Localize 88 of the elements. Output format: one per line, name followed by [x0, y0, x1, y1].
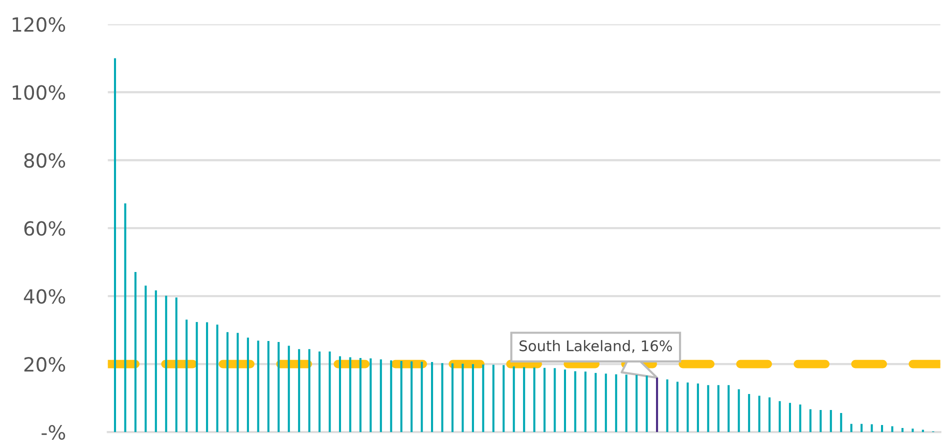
- bar: [901, 428, 904, 432]
- bar: [717, 385, 720, 432]
- y-tick-label: 120%: [12, 17, 66, 32]
- bar: [799, 404, 802, 432]
- bar: [400, 361, 402, 432]
- bar: [881, 424, 884, 432]
- bar: [175, 297, 178, 432]
- y-tick-label: 20%: [24, 357, 66, 372]
- annotation: South Lakeland, 16%: [520, 340, 672, 353]
- bar: [788, 402, 792, 432]
- bar: [338, 356, 342, 432]
- bar: [165, 296, 168, 432]
- bar: [451, 363, 454, 432]
- bar: [922, 430, 924, 432]
- bar: [666, 379, 668, 432]
- bar: [257, 340, 260, 432]
- bar: [349, 357, 352, 432]
- bar: [390, 360, 392, 432]
- bar: [502, 365, 505, 432]
- bar: [656, 378, 658, 432]
- bar: [328, 352, 331, 432]
- bar: [482, 364, 484, 432]
- y-tick-label: 100%: [12, 85, 66, 100]
- bar: [462, 364, 464, 432]
- bar: [298, 349, 300, 432]
- bar: [891, 426, 894, 432]
- bar: [696, 383, 699, 432]
- bar: [206, 322, 208, 432]
- bar: [533, 368, 536, 432]
- bar: [686, 382, 689, 432]
- bar: [564, 370, 566, 432]
- bar: [512, 366, 515, 432]
- bar: [420, 362, 423, 432]
- bar: [809, 409, 812, 432]
- bar: [441, 363, 444, 432]
- bar: [431, 362, 434, 432]
- bar: [830, 410, 832, 432]
- bar: [154, 290, 157, 432]
- bar: [144, 286, 147, 432]
- y-tick-label: 80%: [24, 153, 66, 168]
- bar: [870, 424, 873, 432]
- bar: [472, 364, 474, 432]
- bar: [748, 394, 750, 432]
- y-tick-label: -%: [42, 425, 66, 440]
- bar: [860, 424, 863, 432]
- bar: [738, 389, 740, 432]
- bar: [544, 368, 546, 432]
- bar: [134, 272, 136, 432]
- bar: [226, 332, 229, 432]
- bar: [124, 203, 126, 432]
- bar: [625, 374, 628, 432]
- bar: [380, 359, 382, 432]
- bar: [840, 413, 842, 432]
- bar: [912, 428, 914, 432]
- bar: [288, 346, 290, 432]
- bar: [728, 385, 730, 432]
- bar: [574, 371, 576, 432]
- bar: [359, 358, 362, 432]
- bar: [604, 374, 607, 432]
- bar: [850, 424, 852, 432]
- bar: [492, 364, 494, 432]
- bar: [267, 340, 270, 432]
- bar: [778, 401, 781, 432]
- bar: [114, 58, 116, 432]
- bar: [236, 332, 239, 432]
- bar: [278, 342, 280, 432]
- y-tick-label: 40%: [24, 289, 66, 304]
- bar: [768, 397, 771, 432]
- bar: [594, 372, 597, 432]
- bar: [707, 385, 710, 432]
- y-tick-label: 60%: [24, 221, 66, 236]
- bar: [758, 396, 760, 432]
- bar: [676, 382, 679, 432]
- bar: [646, 376, 648, 432]
- bar: [615, 374, 618, 432]
- bar: [308, 349, 310, 432]
- bar: [554, 368, 556, 432]
- bar: [186, 320, 188, 432]
- bar: [370, 358, 372, 432]
- bar: [820, 410, 822, 432]
- bar: [523, 367, 526, 432]
- bar: [636, 374, 638, 432]
- bar: [584, 372, 586, 432]
- bar: [410, 361, 413, 432]
- bar: [216, 324, 218, 432]
- bar: [196, 322, 198, 432]
- bar: [318, 352, 321, 432]
- bar: [246, 338, 249, 432]
